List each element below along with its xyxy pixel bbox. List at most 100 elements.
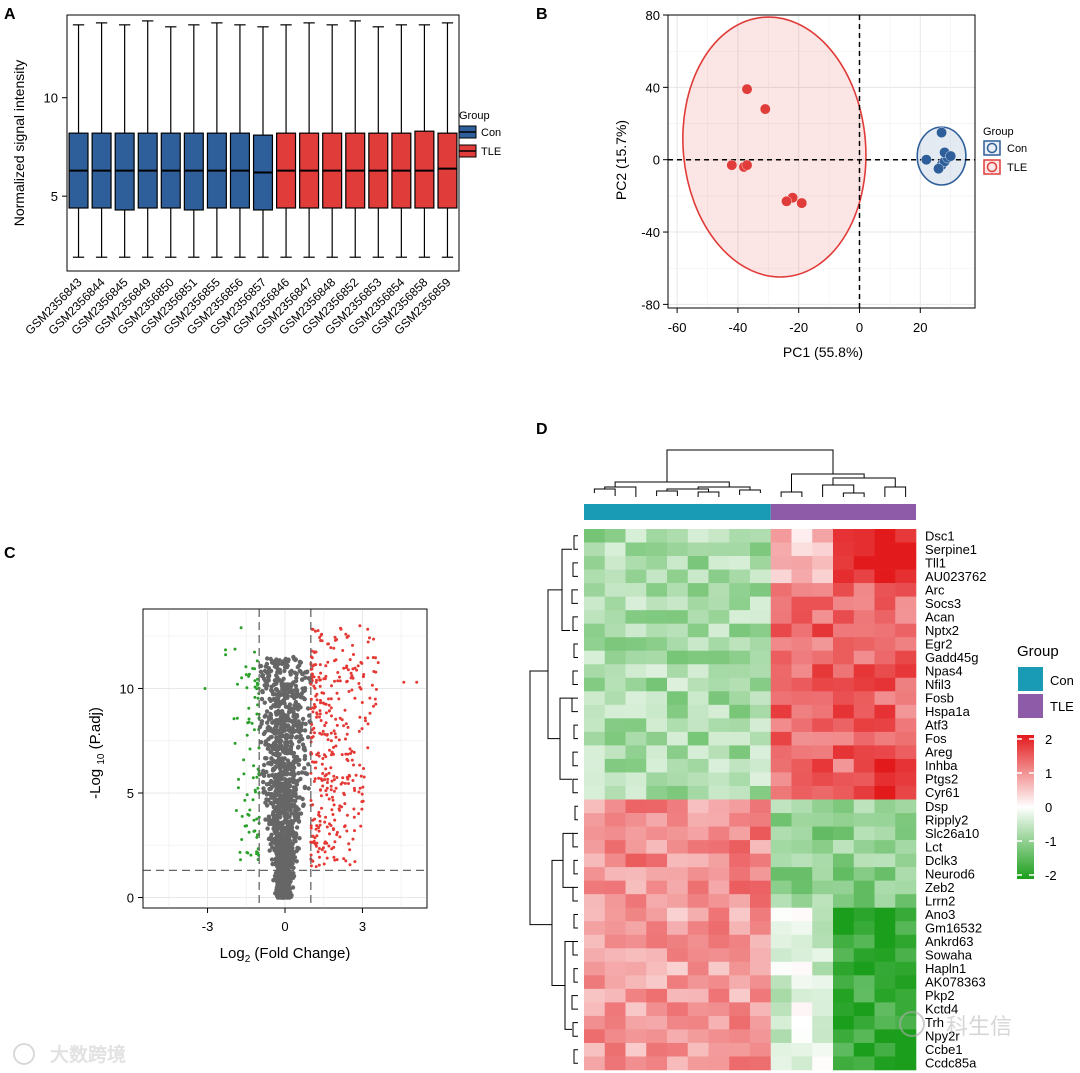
heatmap-cell	[874, 921, 896, 936]
point	[285, 693, 290, 699]
point	[233, 647, 237, 651]
point	[357, 682, 361, 685]
point	[287, 685, 292, 690]
heatmap-cell	[853, 975, 875, 990]
point	[311, 859, 315, 863]
point	[288, 783, 293, 789]
heatmap-cell	[729, 556, 751, 570]
point	[320, 639, 324, 643]
point	[276, 837, 281, 842]
dendrogram-branch	[572, 778, 578, 794]
heatmap-cell	[812, 907, 834, 922]
heatmap-cell	[667, 583, 689, 597]
heatmap-cell	[895, 637, 917, 652]
point	[304, 771, 310, 777]
heatmap-cell	[667, 826, 689, 841]
point	[279, 878, 285, 883]
point	[309, 853, 313, 857]
heatmap-cell	[812, 556, 834, 570]
heatmap-cell	[667, 907, 689, 922]
point	[330, 714, 333, 718]
point	[263, 817, 268, 822]
panel-b-legend-key-con	[983, 140, 1001, 156]
heatmap-cell	[708, 907, 730, 922]
point	[280, 722, 285, 727]
heatmap-cell	[625, 1042, 647, 1057]
point	[345, 829, 349, 833]
heatmap-cell	[667, 596, 689, 611]
gene-label-Gadd45g: Gadd45g	[925, 650, 979, 665]
point	[358, 786, 362, 790]
point	[329, 739, 333, 743]
point	[261, 779, 266, 785]
point	[353, 696, 357, 700]
heatmap-cell	[667, 704, 689, 719]
heatmap-cell	[895, 718, 917, 733]
point	[274, 815, 280, 821]
point	[360, 807, 364, 811]
point	[349, 671, 353, 675]
gene-label-Inhba: Inhba	[925, 758, 958, 773]
point	[319, 794, 323, 798]
heatmap-cell	[729, 704, 751, 719]
heatmap-cell	[625, 975, 647, 990]
gene-label-Nfil3: Nfil3	[925, 677, 951, 692]
point	[271, 826, 276, 831]
point	[348, 848, 352, 852]
heatmap-cell	[770, 529, 792, 543]
heatmap-cell	[750, 975, 772, 990]
point	[282, 782, 287, 787]
heatmap-cell	[687, 556, 709, 570]
heatmap-cell	[584, 556, 606, 570]
heatmap-cell	[874, 975, 896, 990]
heatmap-cell	[584, 907, 606, 922]
point	[271, 751, 276, 756]
point	[276, 811, 282, 816]
gene-label-Ccbe1: Ccbe1	[925, 1042, 963, 1057]
heatmap-cell	[646, 840, 668, 854]
heatmap-cell	[625, 556, 647, 570]
point	[266, 737, 271, 742]
heatmap-cell	[667, 1002, 689, 1017]
heatmap-cell	[729, 664, 751, 679]
heatmap-cell	[853, 1015, 875, 1030]
heatmap-cell	[604, 907, 626, 922]
heatmap-cell	[750, 745, 772, 760]
point	[306, 735, 311, 740]
gene-label-Egr2: Egr2	[925, 637, 952, 652]
point	[274, 688, 280, 693]
point	[312, 703, 316, 706]
colorbar-tick-label: -1	[1045, 834, 1057, 849]
heatmap-cell	[604, 758, 626, 773]
point	[263, 742, 268, 747]
gene-label-Ccdc85a: Ccdc85a	[925, 1056, 977, 1071]
point	[319, 719, 323, 722]
heatmap-cell	[604, 853, 626, 868]
point	[252, 818, 256, 822]
heatmap-cell	[833, 1002, 855, 1017]
point	[242, 758, 246, 762]
heatmap-cell	[853, 556, 875, 570]
heatmap-cell	[729, 718, 751, 733]
heatmap-cell	[667, 894, 689, 908]
point	[352, 807, 356, 811]
dendrogram-branch	[780, 491, 803, 497]
heatmap-cell	[667, 691, 689, 706]
gene-label-Npas4: Npas4	[925, 664, 963, 679]
panel-label-d: D	[536, 421, 548, 438]
heatmap-cell	[604, 894, 626, 908]
heatmap-cell	[812, 704, 834, 719]
heatmap-cell	[874, 840, 896, 854]
point	[269, 684, 274, 689]
heatmap-cell	[584, 1015, 606, 1030]
point	[372, 704, 375, 708]
heatmap-cell	[687, 596, 709, 611]
point	[279, 770, 284, 775]
point	[318, 823, 322, 827]
heatmap-cell	[895, 1042, 917, 1057]
heatmap-cell	[604, 542, 626, 557]
heatmap-cell	[625, 1015, 647, 1030]
point	[277, 803, 282, 808]
point	[282, 838, 287, 843]
heatmap-cell	[812, 934, 834, 949]
